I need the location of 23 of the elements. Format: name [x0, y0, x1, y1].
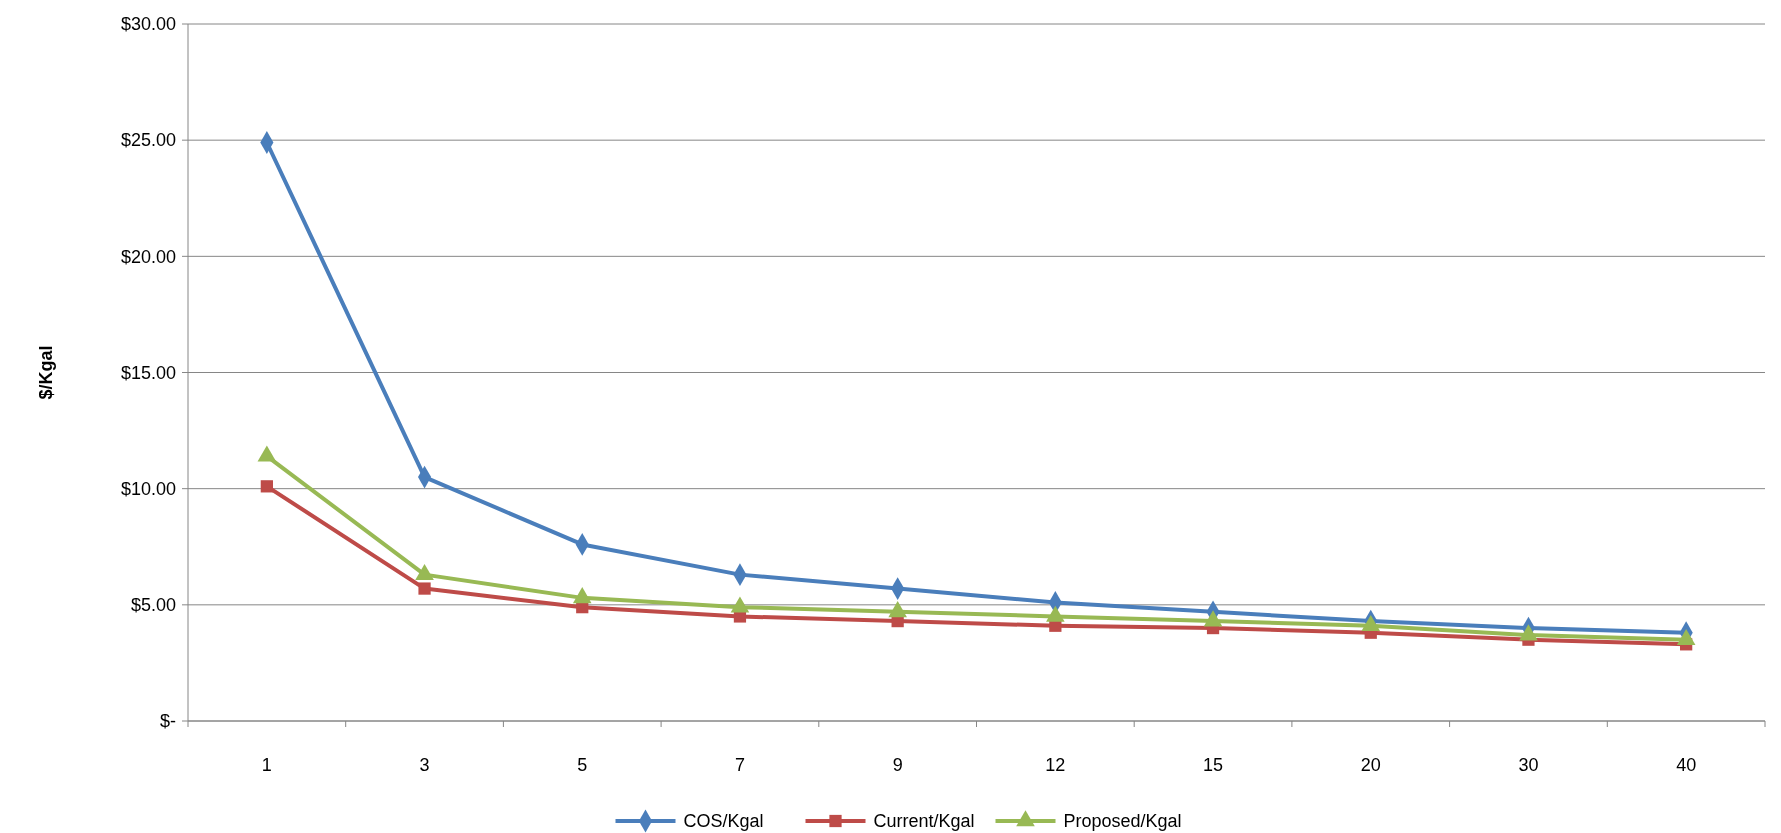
y-tick-label: $20.00: [120, 246, 176, 267]
x-tick-label: 20: [1360, 755, 1381, 775]
point: [418, 582, 431, 595]
point: [260, 480, 273, 493]
y-tick-label: $-: [159, 711, 176, 732]
y-axis-title: $/Kgal: [36, 345, 56, 400]
x-tick-label: 7: [734, 755, 745, 775]
x-tick-label: 1: [261, 755, 272, 775]
x-tick-label: 3: [419, 755, 430, 775]
y-tick-label: $5.00: [130, 595, 176, 616]
x-tick-label: 5: [577, 755, 588, 775]
y-tick-label: $30.00: [120, 14, 176, 35]
y-tick-label: $15.00: [120, 362, 176, 383]
x-tick-label: 12: [1045, 755, 1066, 775]
x-tick-label: 9: [892, 755, 903, 775]
y-tick-label: $25.00: [120, 130, 176, 151]
legend-label: COS/Kgal: [683, 811, 764, 832]
x-tick-label: 30: [1518, 755, 1539, 775]
x-tick-label: 15: [1203, 755, 1224, 775]
legend-label: Proposed/Kgal: [1063, 811, 1182, 832]
legend-label: Current/Kgal: [873, 811, 975, 832]
y-tick-label: $10.00: [120, 478, 176, 499]
x-tick-label: 40: [1676, 755, 1697, 775]
